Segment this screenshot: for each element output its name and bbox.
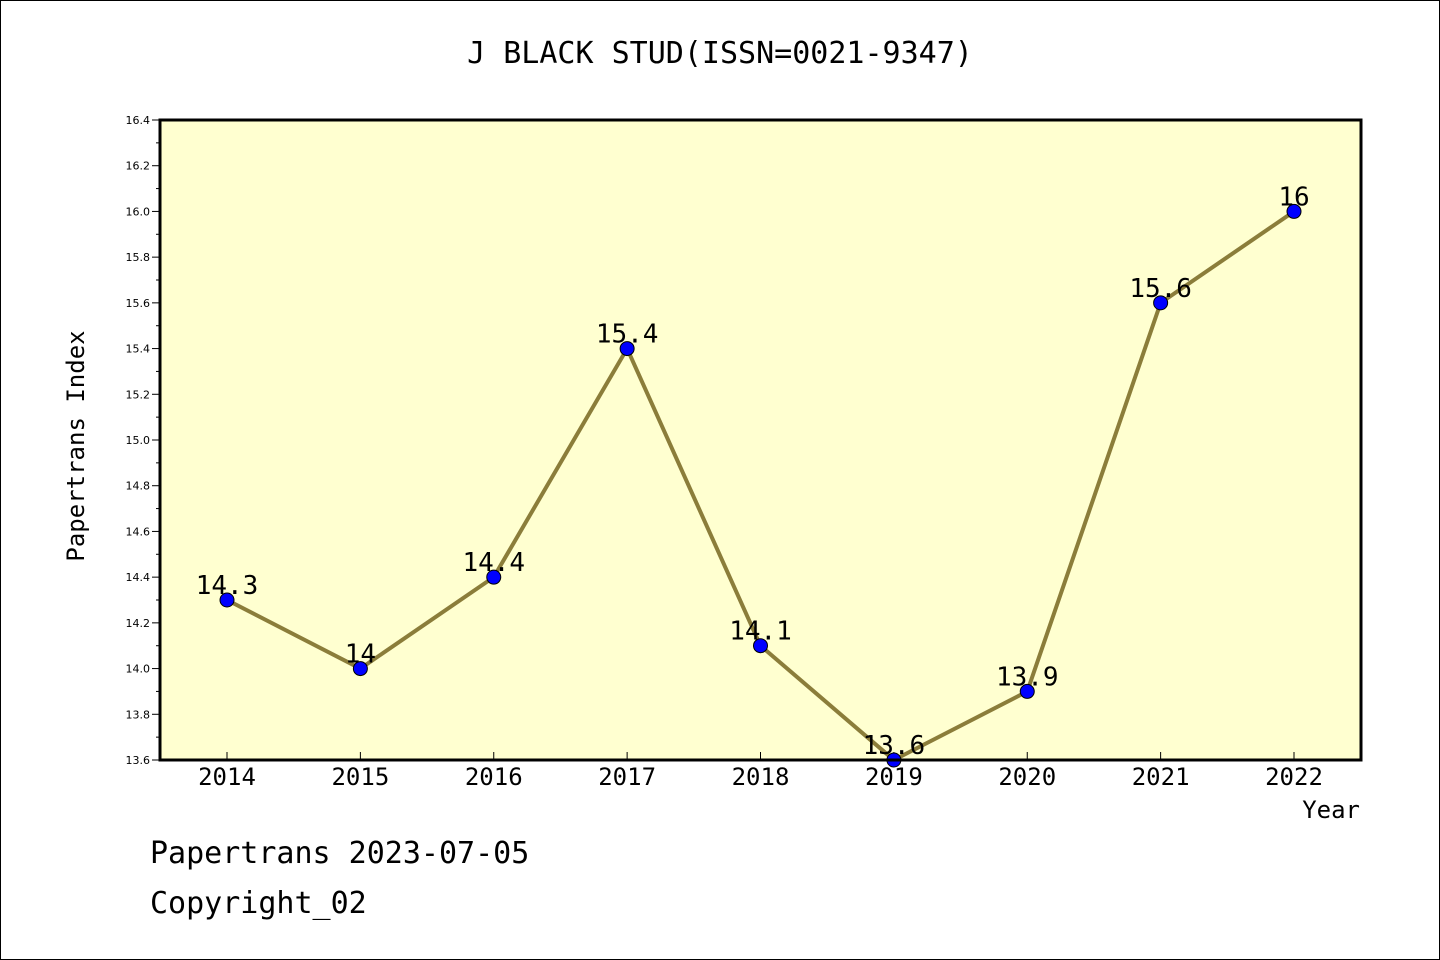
data-point [219, 592, 235, 608]
y-axis: 13.6 13.8 14.0 14.2 14.4 14.6 14.8 15.0 15.2 15.4… [126, 114, 160, 767]
data-label: 14.1 [729, 617, 792, 647]
data-label: 15.4 [596, 320, 659, 350]
y-tick-label: 14.8 [126, 480, 151, 493]
data-point [486, 569, 502, 585]
x-tick-label: 2019 [865, 763, 923, 791]
y-tick-label: 13.6 [126, 754, 151, 767]
y-tick-label: 15.0 [126, 434, 151, 447]
x-tick-label: 2020 [998, 763, 1056, 791]
y-tick-label: 16.2 [126, 160, 151, 173]
data-label: 15.6 [1129, 274, 1192, 304]
data-markers [219, 203, 1302, 768]
y-tick-label: 13.8 [126, 708, 151, 721]
data-point [352, 661, 368, 677]
y-tick-label: 15.2 [126, 388, 151, 401]
data-point [619, 341, 635, 357]
data-point [1286, 203, 1302, 219]
y-tick-label: 15.4 [126, 343, 151, 356]
x-tick-label: 2016 [465, 763, 523, 791]
data-label: 14.3 [196, 571, 259, 601]
footer-date: Papertrans 2023-07-05 [150, 836, 530, 871]
y-tick-label: 14.4 [126, 571, 151, 584]
plot-area [160, 120, 1361, 760]
footer-copyright: Copyright_02 [150, 886, 367, 921]
x-tick-label: 2017 [598, 763, 656, 791]
x-axis-label: Year [1302, 796, 1360, 824]
data-point [1019, 683, 1035, 699]
data-label: 14 [345, 640, 376, 670]
data-point [753, 638, 768, 654]
x-tick-label: 2014 [198, 763, 256, 791]
data-label: 13.6 [863, 731, 926, 761]
data-point [1153, 295, 1169, 311]
x-tick-label: 2021 [1132, 763, 1190, 791]
y-tick-label: 14.2 [126, 617, 151, 630]
data-label: 13.9 [996, 662, 1059, 692]
data-label: 16 [1278, 182, 1309, 212]
data-labels: 14.3 14 14.4 15.4 14.1 13.6 13.9 15.6 16 [196, 182, 1310, 761]
y-tick-label: 14.6 [126, 525, 151, 538]
x-axis: 2014 2015 2016 2017 2018 2019 2020 2021 2022 [198, 752, 1323, 791]
y-tick-label: 15.6 [126, 297, 151, 310]
plot-border [158, 118, 1363, 762]
y-tick-label: 16.0 [126, 205, 151, 218]
y-tick-label: 16.4 [126, 114, 151, 127]
x-tick-label: 2018 [732, 763, 790, 791]
x-tick-label: 2022 [1265, 763, 1323, 791]
x-tick-label: 2015 [331, 763, 389, 791]
y-tick-label: 14.0 [126, 663, 151, 676]
data-label: 14.4 [462, 548, 525, 578]
y-tick-label: 15.8 [126, 251, 151, 264]
chart-title: J BLACK STUD(ISSN=0021-9347) [467, 36, 973, 71]
